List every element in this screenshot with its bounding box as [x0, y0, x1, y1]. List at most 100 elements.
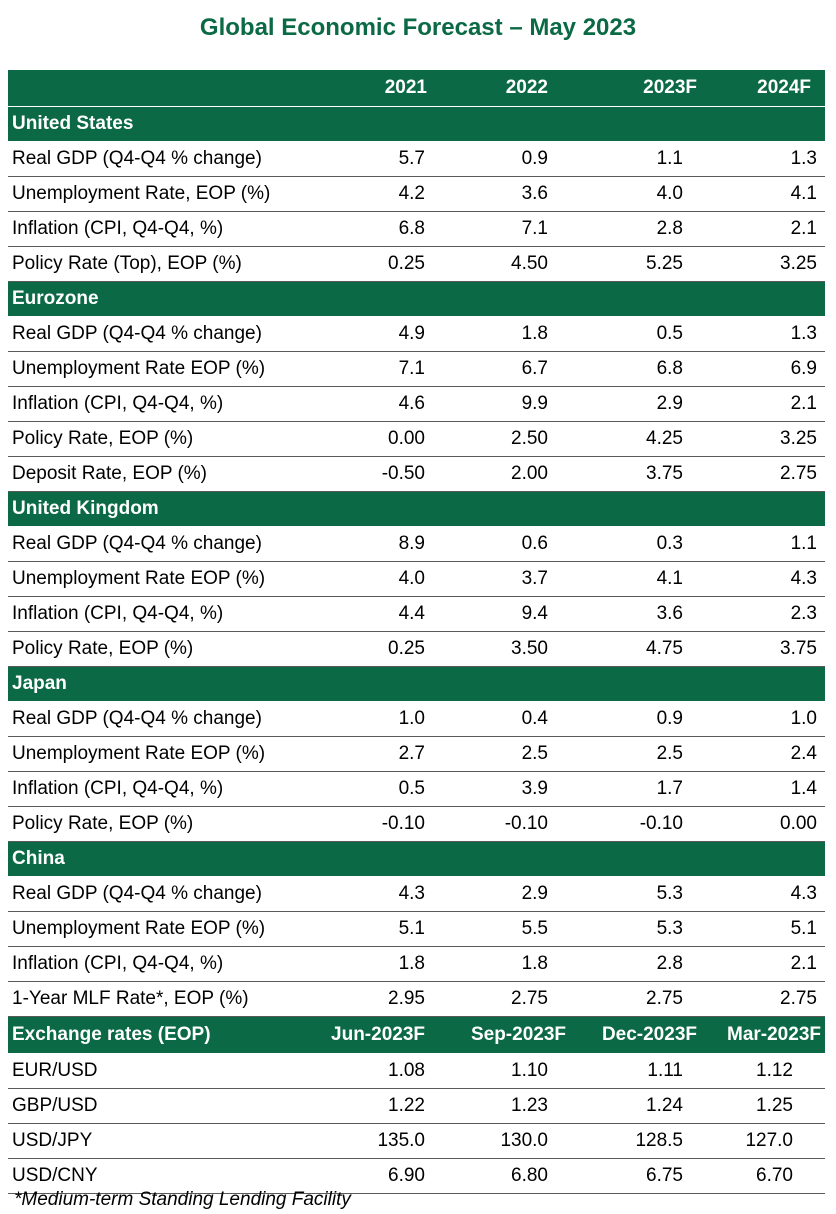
forecast-table: 2021 2022 2023F 2024F United States Real …: [8, 70, 825, 1194]
table-row: Real GDP (Q4-Q4 % change) 4.3 2.9 5.3 4.3: [8, 876, 825, 912]
column-header-label: [8, 70, 298, 107]
row-value: 3.25: [707, 421, 825, 457]
table-row: Deposit Rate, EOP (%) -0.50 2.00 3.75 2.75: [8, 456, 825, 492]
row-label: Policy Rate, EOP (%): [8, 421, 298, 457]
row-value: 7.1: [298, 351, 433, 387]
table-row: Unemployment Rate EOP (%) 5.1 5.5 5.3 5.1: [8, 911, 825, 947]
row-value: 3.6: [570, 596, 707, 632]
row-value: 2.75: [570, 981, 707, 1017]
row-label: Inflation (CPI, Q4-Q4, %): [8, 386, 298, 422]
table-row: Real GDP (Q4-Q4 % change) 4.9 1.8 0.5 1.3: [8, 316, 825, 352]
row-label: Inflation (CPI, Q4-Q4, %): [8, 211, 298, 247]
row-value: 2.1: [707, 946, 825, 982]
row-value: 1.1: [707, 526, 825, 562]
column-header-2022: 2022: [433, 70, 570, 107]
row-value: -0.10: [433, 806, 570, 842]
row-value: 2.8: [570, 211, 707, 247]
row-value: 2.75: [707, 456, 825, 492]
row-label: Unemployment Rate, EOP (%): [8, 176, 298, 212]
row-label: Deposit Rate, EOP (%): [8, 456, 298, 492]
column-header-2021: 2021: [298, 70, 433, 107]
row-label: Unemployment Rate EOP (%): [8, 561, 298, 597]
row-value: 2.75: [433, 981, 570, 1017]
row-value: 0.6: [433, 526, 570, 562]
row-label: Inflation (CPI, Q4-Q4, %): [8, 596, 298, 632]
row-value: 3.25: [707, 246, 825, 282]
row-value: 3.6: [433, 176, 570, 212]
row-value: 5.5: [433, 911, 570, 947]
row-label: Real GDP (Q4-Q4 % change): [8, 876, 298, 912]
row-value: 1.3: [707, 141, 825, 177]
row-label: Policy Rate (Top), EOP (%): [8, 246, 298, 282]
fx-value: 6.70: [707, 1158, 825, 1194]
row-value: -0.10: [298, 806, 433, 842]
table-row: Policy Rate, EOP (%) 0.00 2.50 4.25 3.25: [8, 421, 825, 457]
row-value: 3.75: [707, 631, 825, 667]
table-row: Unemployment Rate, EOP (%) 4.2 3.6 4.0 4.1: [8, 176, 825, 212]
table-row: Inflation (CPI, Q4-Q4, %) 4.6 9.9 2.9 2.1: [8, 386, 825, 422]
row-value: 0.5: [298, 771, 433, 807]
row-value: 2.8: [570, 946, 707, 982]
row-label: Unemployment Rate EOP (%): [8, 351, 298, 387]
table-row: Policy Rate, EOP (%) 0.25 3.50 4.75 3.75: [8, 631, 825, 667]
row-value: 0.5: [570, 316, 707, 352]
row-value: 4.25: [570, 421, 707, 457]
fx-pair-label: USD/CNY: [8, 1158, 298, 1194]
fx-value: 1.11: [570, 1053, 707, 1089]
section-header-row: China: [8, 841, 825, 877]
row-value: 5.1: [298, 911, 433, 947]
fx-header-label: Exchange rates (EOP): [8, 1016, 298, 1054]
row-value: 4.1: [707, 176, 825, 212]
row-value: 0.9: [570, 701, 707, 737]
row-label: Policy Rate, EOP (%): [8, 631, 298, 667]
row-value: -0.50: [298, 456, 433, 492]
row-label: Inflation (CPI, Q4-Q4, %): [8, 771, 298, 807]
fx-pair-label: GBP/USD: [8, 1088, 298, 1124]
fx-value: 1.25: [707, 1088, 825, 1124]
row-value: 2.1: [707, 386, 825, 422]
table-row: Policy Rate, EOP (%) -0.10 -0.10 -0.10 0.00: [8, 806, 825, 842]
row-label: Unemployment Rate EOP (%): [8, 736, 298, 772]
row-value: 2.9: [433, 876, 570, 912]
row-label: Real GDP (Q4-Q4 % change): [8, 701, 298, 737]
row-value: 1.0: [298, 701, 433, 737]
fx-row: EUR/USD 1.08 1.10 1.11 1.12: [8, 1053, 825, 1089]
table-row: Policy Rate (Top), EOP (%) 0.25 4.50 5.25 3.…: [8, 246, 825, 282]
row-label: Inflation (CPI, Q4-Q4, %): [8, 946, 298, 982]
row-value: 2.7: [298, 736, 433, 772]
fx-value: 130.0: [433, 1123, 570, 1159]
row-value: 3.50: [433, 631, 570, 667]
row-value: 8.9: [298, 526, 433, 562]
table-row: Inflation (CPI, Q4-Q4, %) 6.8 7.1 2.8 2.1: [8, 211, 825, 247]
row-value: 0.00: [707, 806, 825, 842]
row-value: 2.4: [707, 736, 825, 772]
fx-column-header: Mar-2023F: [707, 1016, 825, 1054]
row-value: 2.1: [707, 211, 825, 247]
row-value: 0.3: [570, 526, 707, 562]
row-value: 6.9: [707, 351, 825, 387]
row-value: 1.0: [707, 701, 825, 737]
fx-value: 1.24: [570, 1088, 707, 1124]
section-title: United Kingdom: [8, 491, 825, 527]
fx-value: 1.08: [298, 1053, 433, 1089]
row-value: 2.9: [570, 386, 707, 422]
row-value: 3.7: [433, 561, 570, 597]
section-title: Japan: [8, 666, 825, 702]
row-value: 4.3: [298, 876, 433, 912]
row-value: 3.75: [570, 456, 707, 492]
row-value: 6.8: [298, 211, 433, 247]
table-row: Real GDP (Q4-Q4 % change) 1.0 0.4 0.9 1.0: [8, 701, 825, 737]
forecast-table-body: 2021 2022 2023F 2024F United States Real …: [8, 70, 825, 1194]
fx-pair-label: EUR/USD: [8, 1053, 298, 1089]
row-value: 0.9: [433, 141, 570, 177]
footnote: *Medium-term Standing Lending Facility: [14, 1189, 351, 1210]
row-value: 9.4: [433, 596, 570, 632]
fx-value: 1.12: [707, 1053, 825, 1089]
row-value: 4.4: [298, 596, 433, 632]
table-row: Real GDP (Q4-Q4 % change) 5.7 0.9 1.1 1.3: [8, 141, 825, 177]
section-title: United States: [8, 106, 825, 142]
table-row: Unemployment Rate EOP (%) 2.7 2.5 2.5 2.4: [8, 736, 825, 772]
row-value: 5.7: [298, 141, 433, 177]
fx-row: USD/CNY 6.90 6.80 6.75 6.70: [8, 1158, 825, 1194]
row-value: -0.10: [570, 806, 707, 842]
